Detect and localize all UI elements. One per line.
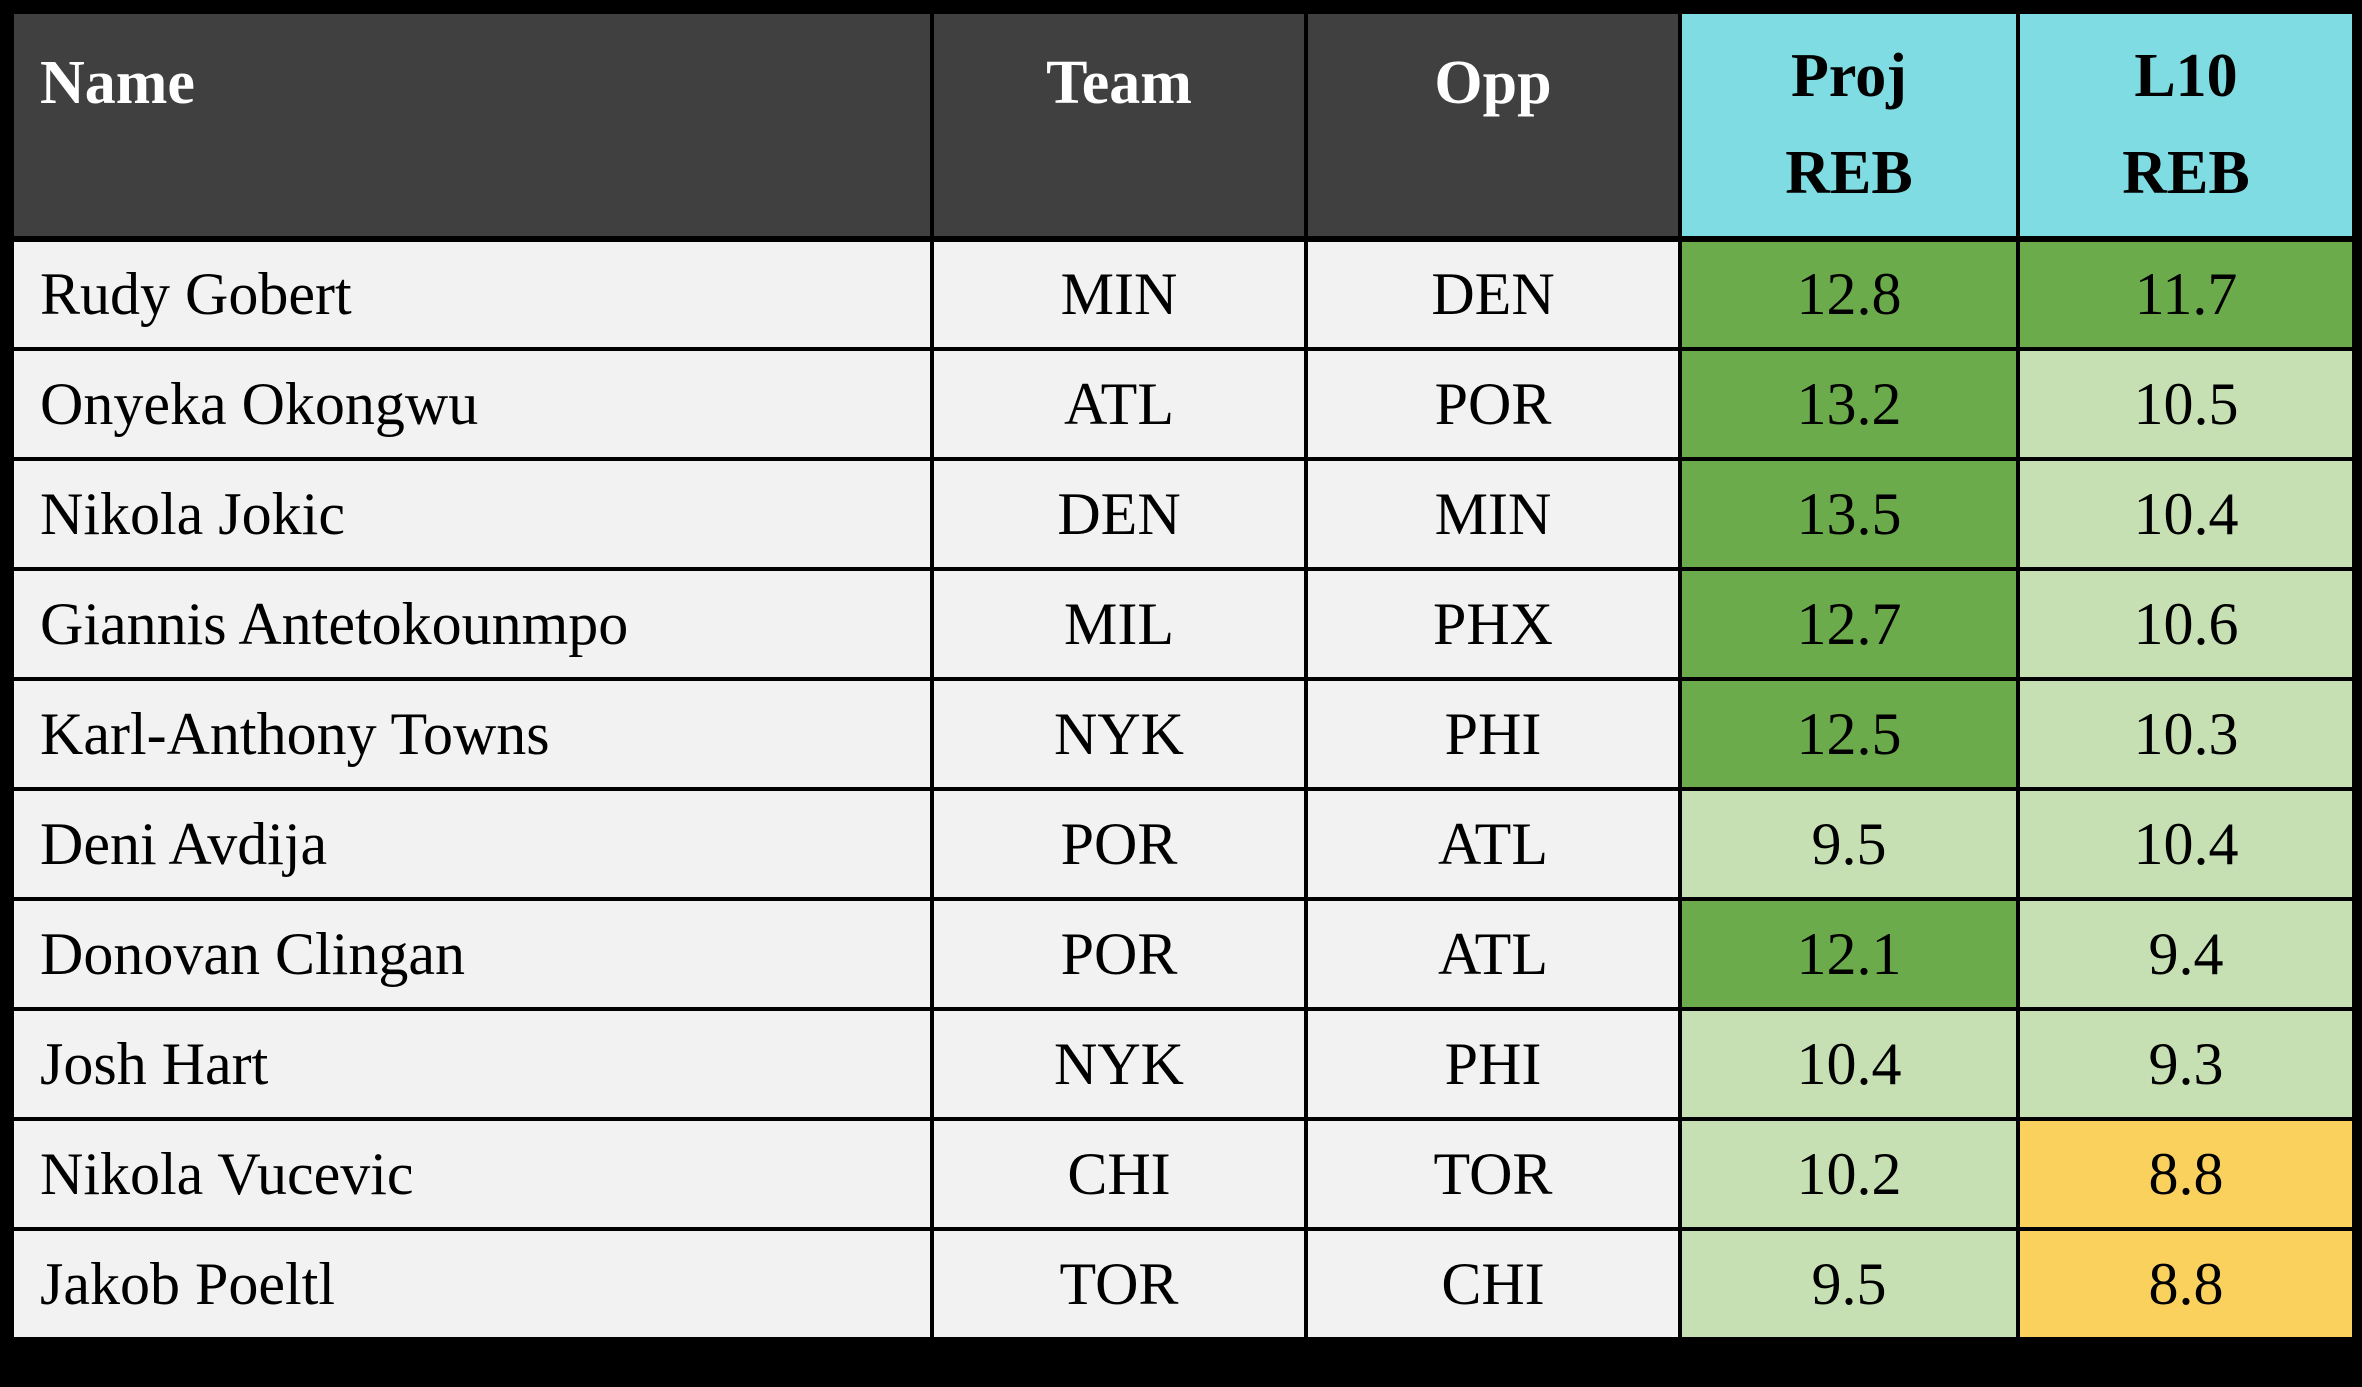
opp-cell: MIN [1304, 457, 1682, 571]
l10-reb-cell: 10.6 [2016, 567, 2356, 681]
player-name-cell: Rudy Gobert [10, 237, 934, 351]
team-cell: POR [930, 897, 1308, 1011]
table-row: Nikola Vucevic CHI TOR 10.2 8.8 [10, 1117, 2356, 1231]
column-header-proj-reb: Proj REB [1678, 10, 2020, 242]
l10-reb-cell: 10.4 [2016, 787, 2356, 901]
proj-reb-cell: 12.7 [1678, 567, 2020, 681]
l10-reb-cell: 9.4 [2016, 897, 2356, 1011]
proj-reb-cell: 10.2 [1678, 1117, 2020, 1231]
proj-reb-cell: 12.5 [1678, 677, 2020, 791]
team-cell: NYK [930, 1007, 1308, 1121]
proj-reb-cell: 9.5 [1678, 787, 2020, 901]
team-cell: NYK [930, 677, 1308, 791]
rebound-projection-table-wrap: Name Team Opp Proj REB L10 REB Rudy Gobe… [10, 10, 2356, 1341]
l10-reb-cell: 11.7 [2016, 237, 2356, 351]
player-name-cell: Deni Avdija [10, 787, 934, 901]
player-name-cell: Donovan Clingan [10, 897, 934, 1011]
opp-cell: PHI [1304, 1007, 1682, 1121]
proj-reb-cell: 13.2 [1678, 347, 2020, 461]
opp-cell: ATL [1304, 787, 1682, 901]
l10-reb-cell: 8.8 [2016, 1117, 2356, 1231]
opp-cell: POR [1304, 347, 1682, 461]
table-body: Rudy Gobert MIN DEN 12.8 11.7 Onyeka Okongwu A… [10, 237, 2356, 1341]
proj-reb-cell: 12.8 [1678, 237, 2020, 351]
column-header-l10-reb: L10 REB [2016, 10, 2356, 242]
table-row: Karl-Anthony Towns NYK PHI 12.5 10.3 [10, 677, 2356, 791]
player-name-cell: Nikola Vucevic [10, 1117, 934, 1231]
proj-reb-cell: 12.1 [1678, 897, 2020, 1011]
player-name-cell: Nikola Jokic [10, 457, 934, 571]
team-cell: MIL [930, 567, 1308, 681]
table-row: Onyeka Okongwu ATL POR 13.2 10.5 [10, 347, 2356, 461]
column-header-opp: Opp [1304, 10, 1682, 242]
opp-cell: PHX [1304, 567, 1682, 681]
player-name-cell: Giannis Antetokounmpo [10, 567, 934, 681]
opp-cell: ATL [1304, 897, 1682, 1011]
table-row: Jakob Poeltl TOR CHI 9.5 8.8 [10, 1227, 2356, 1341]
l10-reb-cell: 8.8 [2016, 1227, 2356, 1341]
l10-reb-cell: 10.4 [2016, 457, 2356, 571]
team-cell: DEN [930, 457, 1308, 571]
column-header-name: Name [10, 10, 934, 242]
proj-reb-cell: 10.4 [1678, 1007, 2020, 1121]
table-row: Donovan Clingan POR ATL 12.1 9.4 [10, 897, 2356, 1011]
column-header-team: Team [930, 10, 1308, 242]
table-row: Giannis Antetokounmpo MIL PHX 12.7 10.6 [10, 567, 2356, 681]
table-row: Rudy Gobert MIN DEN 12.8 11.7 [10, 237, 2356, 351]
opp-cell: PHI [1304, 677, 1682, 791]
team-cell: POR [930, 787, 1308, 901]
rebound-projection-table: Name Team Opp Proj REB L10 REB Rudy Gobe… [10, 10, 2356, 1341]
header-row: Name Team Opp Proj REB L10 REB [10, 10, 2356, 242]
player-name-cell: Onyeka Okongwu [10, 347, 934, 461]
team-cell: TOR [930, 1227, 1308, 1341]
table-row: Josh Hart NYK PHI 10.4 9.3 [10, 1007, 2356, 1121]
l10-reb-cell: 10.3 [2016, 677, 2356, 791]
opp-cell: TOR [1304, 1117, 1682, 1231]
table-row: Nikola Jokic DEN MIN 13.5 10.4 [10, 457, 2356, 571]
table-row: Deni Avdija POR ATL 9.5 10.4 [10, 787, 2356, 901]
player-name-cell: Josh Hart [10, 1007, 934, 1121]
opp-cell: DEN [1304, 237, 1682, 351]
team-cell: MIN [930, 237, 1308, 351]
l10-reb-cell: 10.5 [2016, 347, 2356, 461]
proj-reb-cell: 9.5 [1678, 1227, 2020, 1341]
opp-cell: CHI [1304, 1227, 1682, 1341]
player-name-cell: Jakob Poeltl [10, 1227, 934, 1341]
l10-reb-cell: 9.3 [2016, 1007, 2356, 1121]
proj-reb-cell: 13.5 [1678, 457, 2020, 571]
player-name-cell: Karl-Anthony Towns [10, 677, 934, 791]
team-cell: CHI [930, 1117, 1308, 1231]
team-cell: ATL [930, 347, 1308, 461]
